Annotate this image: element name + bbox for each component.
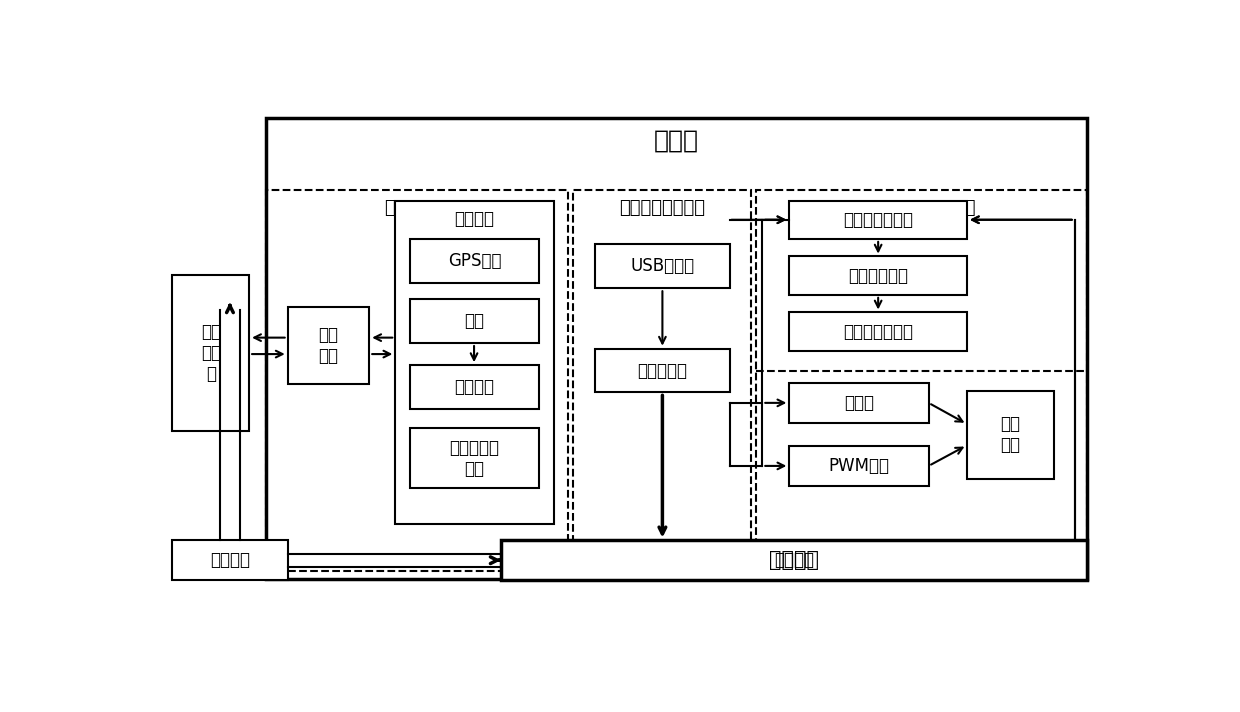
Bar [409,365,539,409]
Text: 无线
模块: 无线 模块 [319,327,339,365]
Text: 工控主板: 工控主板 [769,550,820,570]
Bar [409,239,539,283]
Bar [409,428,539,488]
Bar [595,244,729,288]
Bar [789,201,967,239]
Text: GPS模块: GPS模块 [448,252,501,270]
Bar [409,299,539,343]
Text: 供电装置: 供电装置 [210,551,250,569]
Text: USB摄像头: USB摄像头 [630,257,694,276]
Bar [172,540,288,580]
Text: 二轴云台控制板: 二轴云台控制板 [843,211,913,229]
Text: 飞控主板: 飞控主板 [455,211,495,229]
Bar [573,189,751,570]
Text: 电调: 电调 [465,312,485,330]
Bar [789,446,929,486]
Text: 视频解码器: 视频解码器 [637,362,687,379]
Text: 飞行主控系统: 飞行主控系统 [384,199,449,217]
Bar [501,540,1087,580]
Text: 对靶喷雾流量控制系统: 对靶喷雾流量控制系统 [868,199,975,217]
Bar [789,383,929,423]
Text: 地面
控制
站: 地面 控制 站 [201,323,221,382]
Text: 隔膜泵: 隔膜泵 [844,394,874,412]
Bar [288,308,370,384]
Text: 无人机: 无人机 [653,128,699,152]
Bar [172,275,249,431]
Text: 姿态反馈元器件: 姿态反馈元器件 [843,323,913,340]
Bar [265,118,1087,579]
Text: 传感采集处理系统: 传感采集处理系统 [619,199,704,217]
Text: 工控主板: 工控主板 [774,551,815,569]
Bar [396,201,554,524]
Text: 惯性姿态传
感器: 惯性姿态传 感器 [450,439,500,478]
Bar [789,256,967,295]
Text: 无刷电机: 无刷电机 [455,378,495,396]
Bar [265,189,568,570]
Bar [967,391,1054,478]
Bar [595,349,729,392]
Bar [755,189,1087,570]
Bar [789,313,967,351]
Text: 离心
喷头: 离心 喷头 [1001,415,1021,454]
Text: 旋转伺服电机: 旋转伺服电机 [848,267,908,285]
Text: PWM模块: PWM模块 [828,457,889,475]
